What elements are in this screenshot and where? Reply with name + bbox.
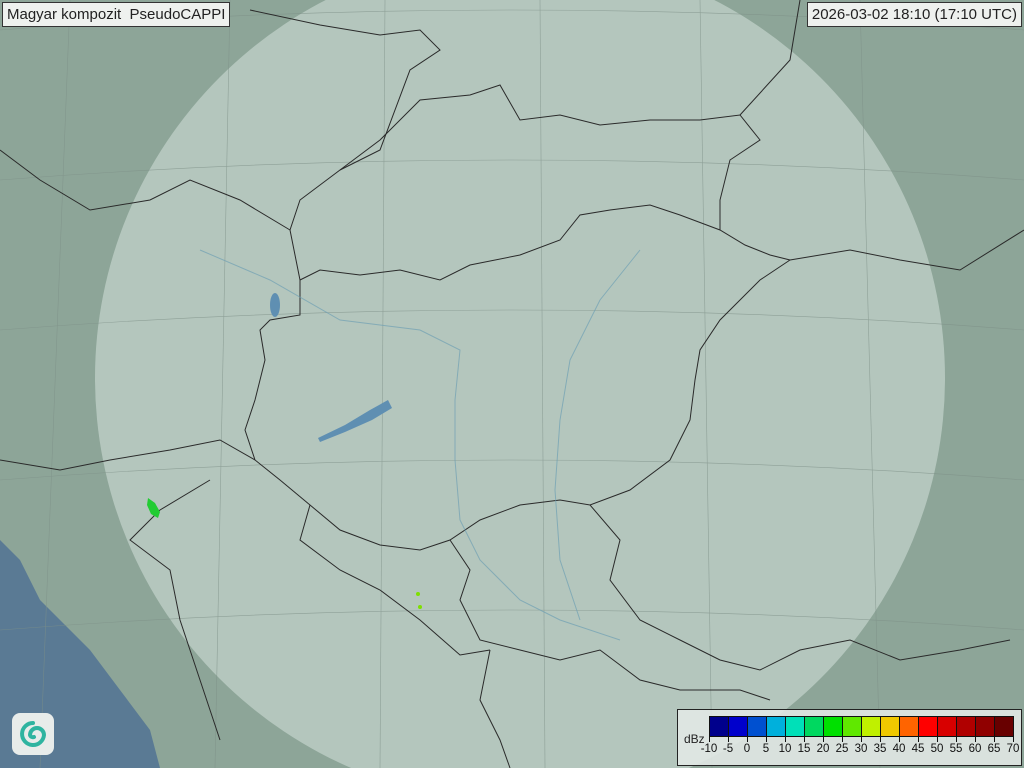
tick-mark [842,737,843,742]
tick-label: -5 [722,743,734,755]
color-scale-cell [767,717,786,736]
tick-mark [728,737,729,742]
radar-echo [147,498,160,518]
color-scale-cell [957,717,976,736]
color-scale-cell [900,717,919,736]
color-scale-cell [881,717,900,736]
color-scale-cell [843,717,862,736]
rivers [199,249,641,641]
tick-mark [937,737,938,742]
legend-unit: dBz [684,732,705,746]
radar-echo [418,605,422,609]
tick-label: 20 [816,743,830,755]
tick-mark [804,737,805,742]
timestamp: 2026-03-02 18:10 (17:10 UTC) [806,2,1022,27]
tick-mark [747,737,748,742]
tick-mark [880,737,881,742]
tick-label: 60 [968,743,982,755]
tick-mark [861,737,862,742]
lake-balaton [318,400,392,442]
tick-mark [766,737,767,742]
tick-label: 10 [778,743,792,755]
tick-label: 5 [762,743,770,755]
tick-mark [899,737,900,742]
tick-mark [823,737,824,742]
tick-mark [709,737,710,742]
tick-label: 55 [949,743,963,755]
radar-echo [416,592,420,596]
color-scale-cell [995,717,1013,736]
color-scale-cell [938,717,957,736]
color-scale-cell [805,717,824,736]
dbz-legend: dBz -10 -5 0 5 10 15 20 25 30 35 40 45 50 55 60 65 70 [677,709,1022,766]
tick-label: 0 [743,743,751,755]
radar-coverage-area [95,0,945,768]
swirl-logo-icon [20,721,47,747]
color-scale-cell [862,717,881,736]
legend-ticks: -10 -5 0 5 10 15 20 25 30 35 40 45 50 55 60 65 70 [701,737,1019,763]
tick-mark [956,737,957,742]
color-scale [709,716,1014,737]
tick-mark [785,737,786,742]
met-service-logo [12,713,54,755]
tick-label: 45 [911,743,925,755]
tick-label: -10 [700,743,718,755]
adriatic-sea [0,540,160,768]
tick-label: 30 [854,743,868,755]
slovakia-border [289,84,761,281]
color-scale-cell [824,717,843,736]
tick-label: 50 [930,743,944,755]
hungary-border [244,204,792,551]
tick-label: 35 [873,743,887,755]
lake-neusiedl [270,293,280,317]
color-scale-cell [729,717,748,736]
color-scale-cell [786,717,805,736]
color-scale-cell [919,717,938,736]
tick-label: 40 [892,743,906,755]
color-scale-cell [748,717,767,736]
tick-label: 70 [1006,743,1020,755]
color-scale-cell [710,717,729,736]
tick-label: 25 [835,743,849,755]
tick-mark [918,737,919,742]
map-title: Magyar kompozit PseudoCAPPI [2,2,231,27]
tick-mark [1013,737,1014,742]
tick-label: 65 [987,743,1001,755]
tick-label: 15 [797,743,811,755]
color-scale-cell [976,717,995,736]
tick-mark [994,737,995,742]
tick-mark [975,737,976,742]
